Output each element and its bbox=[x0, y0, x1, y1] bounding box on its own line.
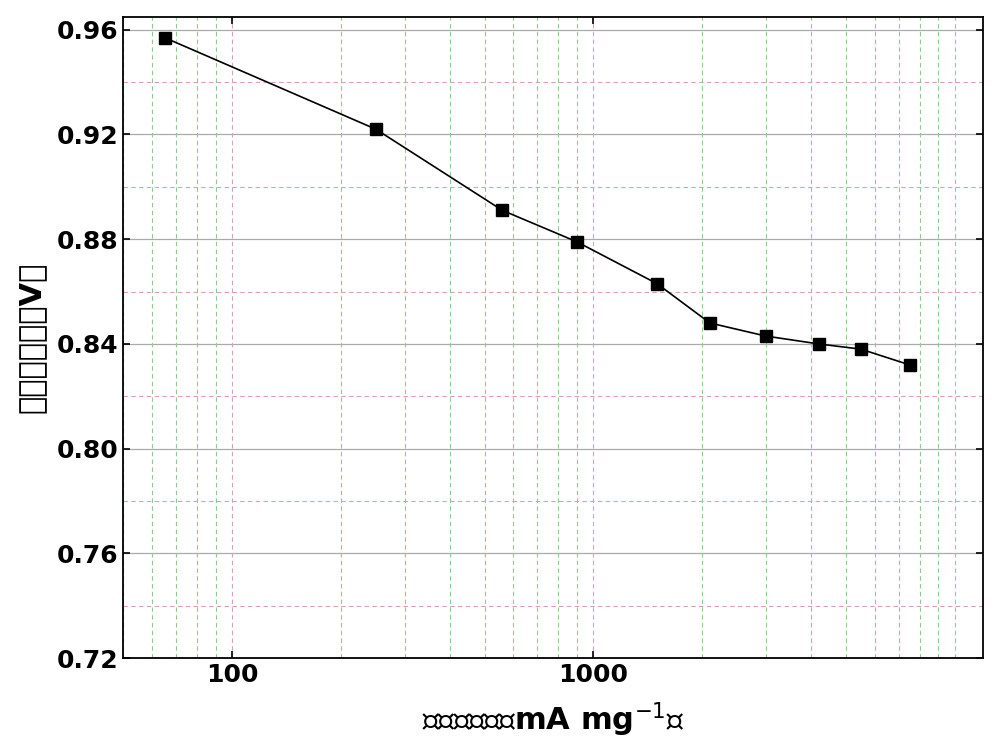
Y-axis label: 单电池电压（V）: 单电池电压（V） bbox=[17, 262, 46, 413]
X-axis label: 质量比活性（mA mg$^{-1}$）: 质量比活性（mA mg$^{-1}$） bbox=[422, 701, 685, 739]
